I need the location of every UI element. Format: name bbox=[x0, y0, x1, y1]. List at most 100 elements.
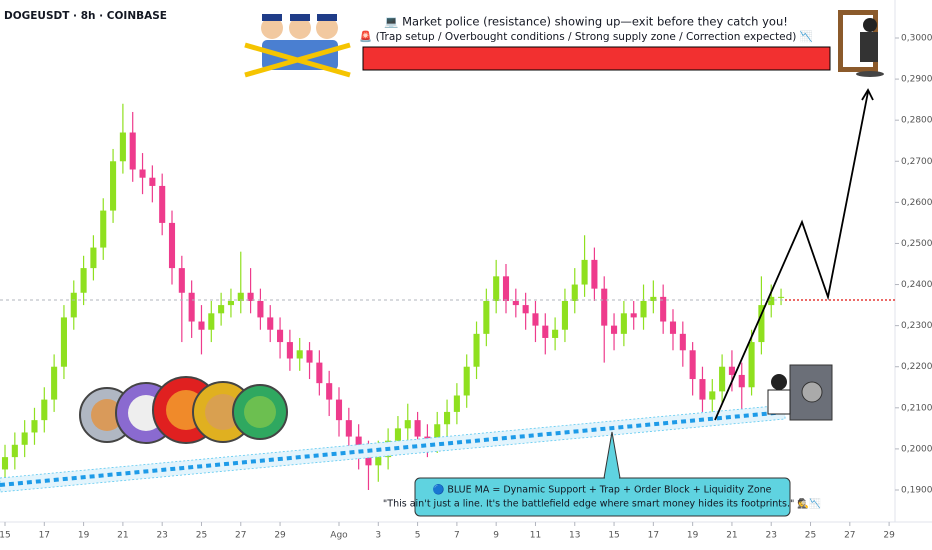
candle-body bbox=[561, 300, 568, 330]
candle-body bbox=[247, 292, 254, 301]
y-tick-label: 0,2500 bbox=[901, 239, 932, 249]
candle-body bbox=[80, 268, 87, 293]
candle-body bbox=[326, 383, 333, 400]
ma-band bbox=[0, 404, 786, 493]
symbol-title: DOGEUSDT · 8h · COINBASE bbox=[4, 10, 167, 22]
candle-body bbox=[394, 428, 401, 441]
candle-body bbox=[198, 321, 205, 330]
candle-body bbox=[335, 399, 343, 421]
crypto-coins bbox=[79, 376, 288, 444]
y-tick-label: 0,2400 bbox=[901, 280, 932, 290]
candle-body bbox=[110, 161, 117, 211]
x-tick-label: 9 bbox=[493, 531, 499, 541]
candle-body bbox=[532, 313, 539, 326]
x-tick-label: 5 bbox=[415, 531, 421, 541]
y-tick-label: 0,2100 bbox=[901, 403, 932, 413]
x-tick-label: 13 bbox=[569, 531, 580, 541]
exit-door-icon bbox=[838, 10, 884, 77]
x-tick-label: 7 bbox=[454, 531, 460, 541]
candle-body bbox=[758, 305, 765, 343]
candle-body bbox=[640, 300, 647, 318]
candle-body bbox=[404, 420, 411, 429]
x-tick-label: 25 bbox=[196, 531, 207, 541]
candle-body bbox=[11, 444, 18, 458]
x-tick-label: 21 bbox=[117, 531, 128, 541]
candle-body bbox=[149, 177, 156, 186]
candle-body bbox=[748, 342, 755, 388]
candle-body bbox=[296, 350, 303, 359]
candle-body bbox=[660, 296, 667, 322]
candle-body bbox=[689, 350, 696, 380]
candle-body bbox=[552, 329, 559, 338]
candle-body bbox=[630, 313, 637, 318]
x-tick-label: 15 bbox=[0, 531, 11, 541]
candle-body bbox=[70, 292, 77, 318]
candle-body bbox=[51, 366, 58, 400]
candle-body bbox=[31, 420, 38, 433]
candle-body bbox=[679, 333, 686, 351]
plot bbox=[1, 103, 785, 490]
x-tick-label: 23 bbox=[766, 531, 777, 541]
y-tick-label: 0,3000 bbox=[901, 34, 932, 44]
y-tick-label: 0,2900 bbox=[901, 75, 932, 85]
candle-body bbox=[208, 313, 215, 330]
candle-body bbox=[41, 399, 48, 421]
candle-body bbox=[669, 321, 677, 334]
candle-body bbox=[620, 313, 627, 334]
candle-body bbox=[316, 362, 323, 384]
x-tick-label: 3 bbox=[375, 531, 381, 541]
candle-body bbox=[601, 288, 608, 326]
x-tick-label: Ago bbox=[330, 531, 348, 541]
candle-body bbox=[286, 342, 293, 359]
candle-body bbox=[483, 300, 490, 334]
candle-body bbox=[119, 132, 126, 162]
candle-body bbox=[463, 366, 470, 396]
annotation: 🚨 (Trap setup / Overbought conditions / … bbox=[359, 30, 813, 43]
x-tick-label: 11 bbox=[530, 531, 541, 541]
candle-body bbox=[267, 317, 274, 330]
candle-body bbox=[100, 210, 107, 248]
x-tick-label: 21 bbox=[726, 531, 737, 541]
candle-body bbox=[365, 453, 372, 466]
resistance-zone bbox=[362, 46, 831, 71]
candle-body bbox=[159, 185, 166, 223]
candle-body bbox=[178, 268, 185, 293]
candle-body bbox=[60, 317, 67, 367]
candle-body bbox=[473, 333, 480, 367]
candle-body bbox=[591, 259, 598, 289]
candle-body bbox=[493, 276, 500, 301]
x-tick-label: 19 bbox=[687, 531, 699, 541]
x-tick-label: 27 bbox=[235, 531, 246, 541]
candle-body bbox=[611, 325, 618, 334]
x-tick-label: 29 bbox=[883, 531, 895, 541]
y-tick-label: 0,1900 bbox=[901, 485, 932, 495]
arrow-head bbox=[861, 88, 874, 101]
candle-body bbox=[257, 300, 264, 318]
candle-body bbox=[227, 300, 234, 306]
y-tick-label: 0,2200 bbox=[901, 362, 932, 372]
candle-body bbox=[650, 296, 657, 301]
candle-body bbox=[453, 395, 460, 412]
candle-body bbox=[522, 305, 529, 314]
candle-body bbox=[581, 259, 588, 285]
candle-body bbox=[719, 366, 726, 392]
candle-body bbox=[699, 379, 706, 400]
y-tick-label: 0,2300 bbox=[901, 321, 932, 331]
candle-body bbox=[21, 432, 28, 445]
callout-box bbox=[414, 477, 791, 517]
x-tick-label: 15 bbox=[608, 531, 619, 541]
candle-body bbox=[709, 391, 716, 400]
candle-body bbox=[542, 325, 549, 338]
x-tick-label: 17 bbox=[648, 531, 659, 541]
candle-body bbox=[444, 411, 451, 425]
candle-body bbox=[345, 420, 352, 437]
candle-body bbox=[375, 457, 382, 466]
candle-body bbox=[168, 222, 176, 269]
x-tick-label: 23 bbox=[156, 531, 167, 541]
police-icon bbox=[244, 14, 351, 78]
candle-body bbox=[738, 374, 745, 388]
x-tick-label: 17 bbox=[39, 531, 50, 541]
candle-body bbox=[237, 292, 244, 301]
